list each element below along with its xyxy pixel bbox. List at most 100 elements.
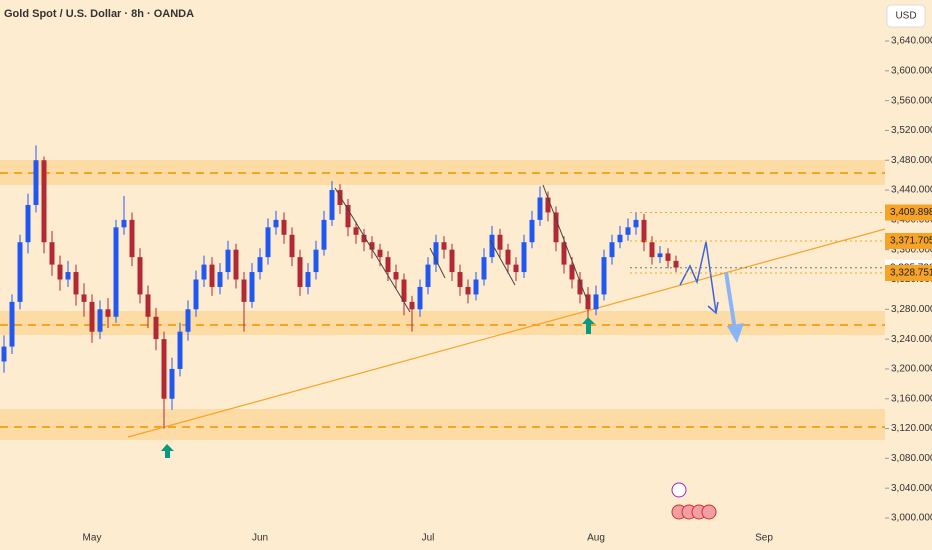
x-tick-label: Sep	[755, 533, 773, 544]
x-tick-label: Jun	[252, 533, 268, 544]
candle-body	[521, 242, 527, 273]
candle-body	[9, 301, 15, 347]
candle-body	[41, 160, 47, 243]
up-arrow	[582, 317, 595, 334]
candle-body	[609, 242, 615, 258]
candle-body	[593, 294, 599, 310]
candle-body	[465, 286, 471, 295]
projection-arrowhead	[727, 323, 744, 343]
y-tick-label: 3,160.000	[891, 393, 932, 404]
candle-body	[305, 272, 311, 287]
candle-body	[1, 346, 7, 362]
y-tick-label: 3,040.000	[891, 483, 932, 494]
candle-body	[361, 234, 367, 243]
y-tick-label: 3,360.000	[891, 244, 932, 255]
candle-body	[553, 212, 559, 243]
candle-body	[137, 257, 143, 295]
y-tick-label: 3,080.000	[891, 453, 932, 464]
candle-body	[457, 272, 463, 287]
candle-body	[313, 249, 319, 273]
pattern-lines	[334, 184, 588, 313]
candle-body	[665, 253, 671, 261]
candle-body	[329, 190, 335, 220]
candle-body	[545, 197, 551, 213]
candle-body	[377, 249, 383, 258]
projection-arrow	[724, 271, 737, 331]
candle-body	[25, 204, 31, 243]
candle-body	[345, 204, 351, 228]
y-tick-label: 3,240.000	[891, 334, 932, 345]
y-tick-label: 3,280.000	[891, 304, 932, 315]
candle-body	[617, 234, 623, 243]
event-icon[interactable]	[671, 482, 687, 498]
candle-body	[505, 249, 511, 265]
candle-body	[513, 264, 519, 273]
candle-body	[281, 219, 287, 235]
support-zone	[0, 409, 885, 440]
candle-body	[193, 279, 199, 310]
y-tick-label: 3,120.000	[891, 423, 932, 434]
candle-body	[473, 279, 479, 295]
candle-body	[601, 257, 607, 295]
currency-button[interactable]	[886, 4, 926, 28]
support-zone	[0, 311, 885, 335]
candle-body	[97, 309, 103, 332]
event-icon[interactable]	[701, 504, 717, 520]
candle-body	[433, 242, 439, 265]
candle-body	[217, 272, 223, 287]
candle-body	[657, 253, 663, 258]
y-tick-label: 3,560.000	[891, 95, 932, 106]
y-tick-label: 3,480.000	[891, 155, 932, 166]
candle-body	[233, 249, 239, 280]
candle-body	[105, 309, 111, 317]
price-tag-label: 3,328.751	[890, 268, 932, 279]
candle-body	[241, 279, 247, 302]
candle-body	[73, 272, 79, 295]
candle-body	[321, 219, 327, 250]
trendline	[127, 228, 886, 438]
candle-body	[209, 264, 215, 287]
candle-body	[337, 190, 343, 205]
price-tag	[885, 232, 932, 249]
y-tick-label: 3,000.000	[891, 513, 932, 524]
candle-body	[481, 257, 487, 280]
candle-body	[273, 219, 279, 228]
candle-body	[225, 249, 231, 273]
candle-body	[353, 227, 359, 235]
candle-body	[569, 264, 575, 280]
candle-body	[265, 227, 271, 258]
x-tick-label: Jul	[422, 533, 435, 544]
candle-body	[393, 272, 399, 280]
candle-body	[641, 219, 647, 243]
candle-body	[257, 257, 263, 273]
candle-body	[177, 331, 183, 369]
candle-body	[649, 242, 655, 258]
price-tag-label: 3,409.898	[890, 207, 932, 218]
candle-body	[401, 279, 407, 302]
candle-body	[249, 272, 255, 302]
candle-body	[289, 234, 295, 258]
candle-body	[161, 339, 167, 399]
x-tick-label: May	[83, 533, 102, 544]
candle-body	[425, 264, 431, 287]
candle-body	[65, 272, 71, 280]
candle-body	[585, 294, 591, 310]
y-tick-label: 3,640.000	[891, 36, 932, 47]
y-tick-label: 3,520.000	[891, 125, 932, 136]
candle-body	[417, 286, 423, 310]
y-tick-label: 3,440.000	[891, 185, 932, 196]
candle-body	[49, 242, 55, 265]
candle-body	[489, 234, 495, 258]
candle-body	[89, 301, 95, 332]
candle-body	[441, 242, 447, 250]
candle-body	[121, 219, 127, 228]
candle-body	[449, 249, 455, 273]
up-arrow	[161, 444, 174, 458]
candle-body	[145, 294, 151, 317]
candle-body	[633, 219, 639, 228]
candle-body	[625, 227, 631, 235]
projection-arrowhead	[707, 301, 719, 315]
y-tick-label: 3,600.000	[891, 65, 932, 76]
price-tag	[885, 204, 932, 221]
